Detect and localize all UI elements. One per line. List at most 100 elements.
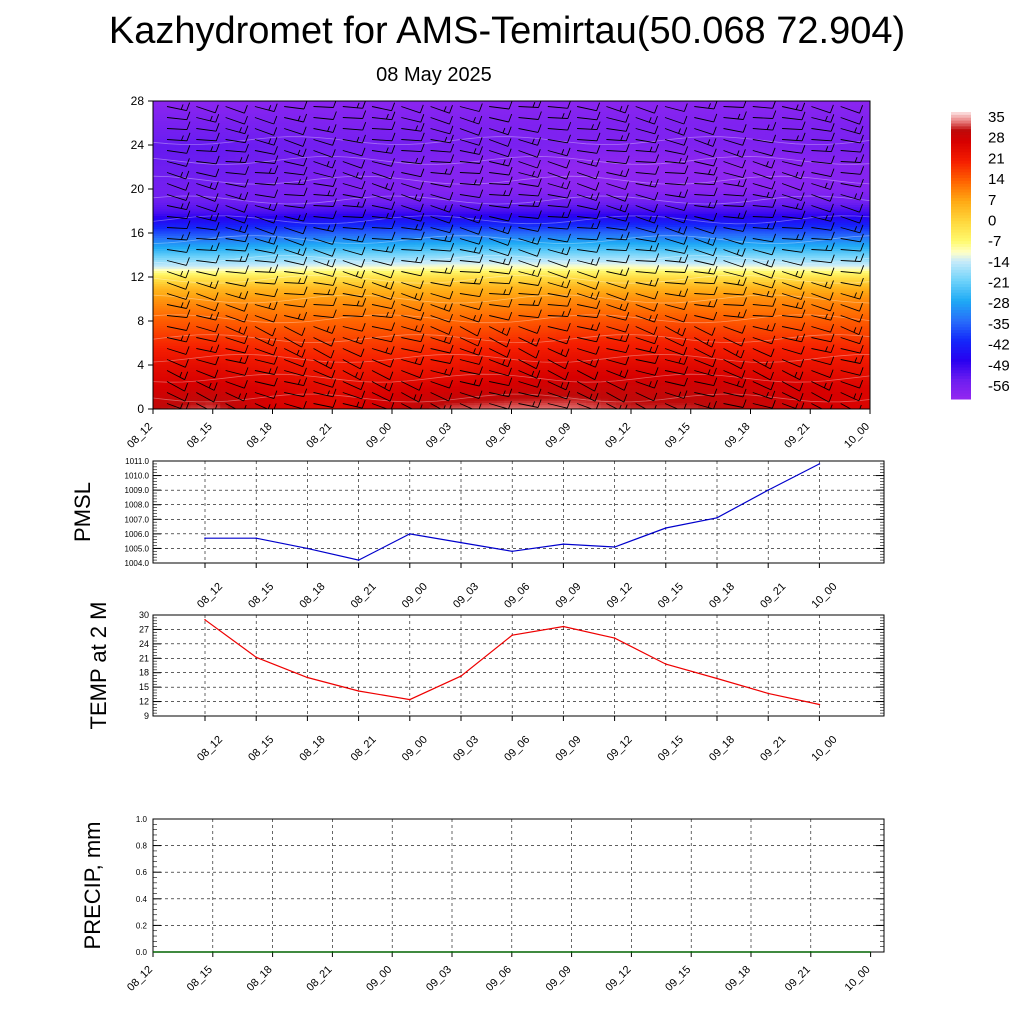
heatmap-cell <box>608 380 617 384</box>
heatmap-cell <box>713 345 722 348</box>
heatmap-cell <box>855 369 864 373</box>
heatmap-cell <box>504 334 513 337</box>
heatmap-cell <box>623 345 632 348</box>
heatmap-cell <box>317 371 326 375</box>
heatmap-cell <box>698 332 707 335</box>
heatmap-cell <box>220 382 229 386</box>
heatmap-cell <box>757 371 767 375</box>
heatmap-cell <box>780 387 789 390</box>
heatmap-cell <box>601 351 610 355</box>
heatmap-cell <box>578 389 587 392</box>
heatmap-cell <box>631 358 640 362</box>
heatmap-cell <box>631 398 640 401</box>
heatmap-cell <box>757 376 767 379</box>
heatmap-cell <box>548 340 557 344</box>
heatmap-cell <box>153 351 162 355</box>
heatmap-cell <box>459 389 468 392</box>
heatmap-cell <box>339 393 348 397</box>
heatmap-cell <box>631 332 640 335</box>
heatmap-cell <box>369 369 378 373</box>
heatmap-cell <box>272 382 281 386</box>
heatmap-cell <box>586 406 595 409</box>
heatmap-cell <box>459 391 468 395</box>
heatmap-cell <box>772 336 781 340</box>
heatmap-cell <box>765 393 774 397</box>
heatmap-cell <box>683 398 692 401</box>
heatmap-cell <box>735 378 744 381</box>
heatmap-cell <box>399 360 408 364</box>
heatmap-cell <box>362 360 371 364</box>
heatmap-cell <box>317 343 326 346</box>
heatmap-cell <box>384 382 393 386</box>
heatmap-cell <box>623 402 632 406</box>
heatmap-cell <box>743 380 752 384</box>
heatmap-cell <box>765 395 774 399</box>
heatmap-cell <box>765 356 774 359</box>
heatmap-cell <box>518 369 528 373</box>
heatmap-cell <box>220 369 229 373</box>
heatmap-cell <box>541 362 550 366</box>
heatmap-cell <box>317 367 326 370</box>
heatmap-cell <box>197 380 206 384</box>
heatmap-cell <box>167 404 177 408</box>
heatmap-cell <box>623 387 632 390</box>
heatmap-cell <box>377 387 386 390</box>
heatmap-cell <box>541 340 550 344</box>
heatmap-cell <box>167 387 177 390</box>
heatmap-cell <box>541 356 550 359</box>
heatmap-cell <box>466 395 475 399</box>
heatmap-cell <box>496 354 505 357</box>
heatmap-cell <box>205 391 214 395</box>
heatmap-cell <box>399 395 408 399</box>
heatmap-cell <box>160 373 169 377</box>
heatmap-cell <box>817 398 826 401</box>
heatmap-cell <box>265 347 274 351</box>
heatmap-cell <box>317 373 326 377</box>
heatmap-cell <box>698 389 707 392</box>
heatmap-cell <box>265 378 274 381</box>
heatmap-cell <box>645 336 655 340</box>
heatmap-cell <box>265 349 274 353</box>
heatmap-cell <box>825 371 834 375</box>
heatmap-cell <box>414 340 423 344</box>
heatmap-cell <box>197 376 206 379</box>
heatmap-cell <box>653 395 662 399</box>
heatmap-cell <box>810 406 819 409</box>
heatmap-cell <box>354 395 363 399</box>
heatmap-cell <box>735 395 744 399</box>
heatmap-cell <box>265 360 274 364</box>
heatmap-cell <box>713 384 722 388</box>
heatmap-cell <box>541 376 550 379</box>
heatmap-cell <box>242 378 251 381</box>
heatmap-cell <box>638 360 647 364</box>
heatmap-cell <box>713 338 722 342</box>
heatmap-cell <box>728 384 737 388</box>
heatmap-cell <box>384 349 393 353</box>
heatmap-cell <box>548 404 557 408</box>
heatmap-cell <box>182 387 191 390</box>
heatmap-cell <box>690 398 699 401</box>
heatmap-cell <box>802 380 811 384</box>
heatmap-cell <box>489 395 498 399</box>
heatmap-cell <box>578 373 587 377</box>
heatmap-cell <box>257 347 266 351</box>
heatmap-cell <box>690 338 699 342</box>
heatmap-cell <box>421 365 430 368</box>
heatmap-cell <box>533 345 542 348</box>
heatmap-cell <box>377 354 386 357</box>
heatmap-cell <box>518 373 528 377</box>
heatmap-cell <box>489 371 498 375</box>
heatmap-cell <box>362 367 371 370</box>
heatmap-cell <box>638 400 647 403</box>
heatmap-cell <box>802 393 811 397</box>
heatmap-cell <box>205 400 214 403</box>
heatmap-cell <box>526 349 535 353</box>
heatmap-cell <box>825 393 834 397</box>
heatmap-cell <box>272 338 281 342</box>
heatmap-cell <box>227 378 236 381</box>
heatmap-cell <box>444 404 453 408</box>
heatmap-cell <box>563 334 572 337</box>
heatmap-cell <box>787 334 796 337</box>
heatmap-cell <box>847 402 856 406</box>
heatmap-cell <box>713 347 722 351</box>
